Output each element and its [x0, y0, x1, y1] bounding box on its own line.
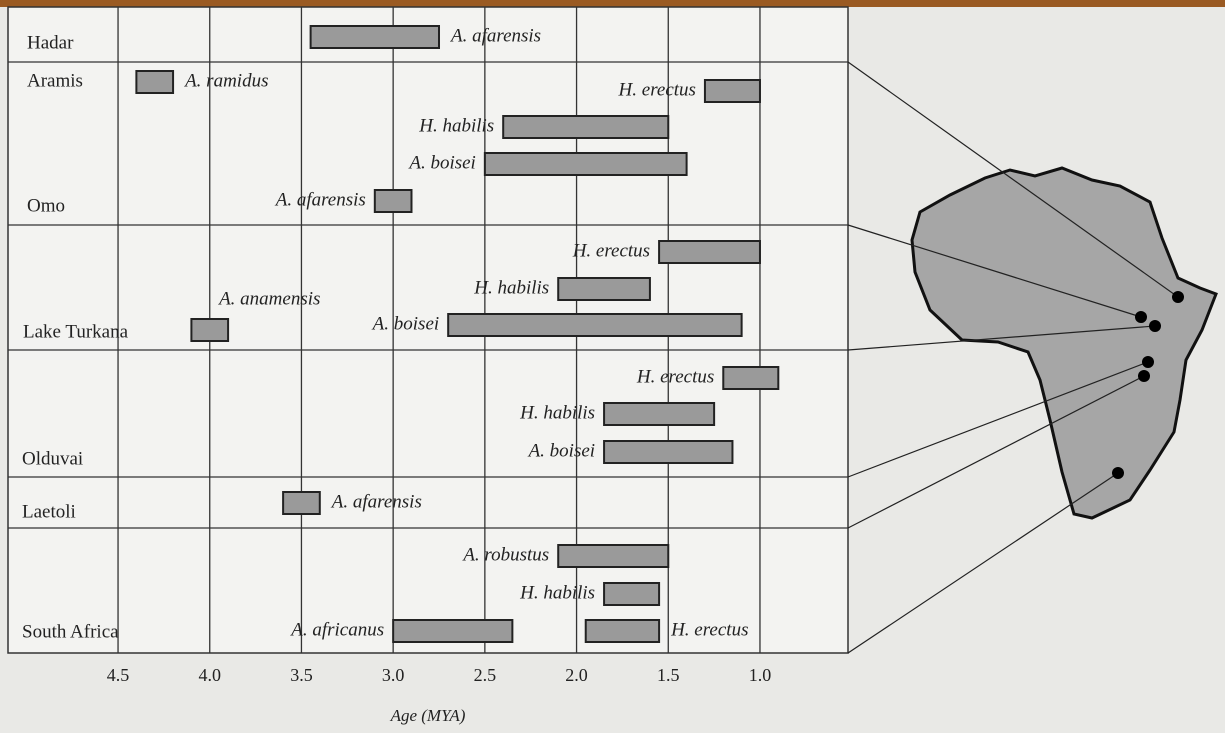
species-label: H. habilis — [519, 582, 595, 603]
site-separators — [8, 61, 848, 529]
range-bar — [483, 152, 688, 176]
x-tick-label: 4.5 — [107, 665, 130, 685]
species-label: H. habilis — [519, 402, 595, 423]
range-bar — [603, 440, 734, 464]
range-bar — [392, 619, 514, 643]
range-bar — [135, 70, 175, 94]
connector — [847, 325, 1156, 351]
species-label: H. habilis — [473, 277, 549, 298]
species-label: A. africanus — [289, 619, 384, 640]
species-label: A. boisei — [371, 313, 440, 334]
site-dot — [1172, 291, 1184, 303]
site-name: Aramis — [27, 70, 83, 91]
species-label: A. boisei — [407, 152, 476, 173]
species-label: A. robustus — [461, 544, 549, 565]
x-tick-label: 1.0 — [749, 665, 772, 685]
range-bar — [603, 402, 716, 426]
connector — [847, 361, 1149, 478]
range-bar — [282, 491, 321, 515]
site-name: Hadar — [27, 32, 74, 53]
range-bar — [557, 544, 670, 568]
range-bar — [190, 318, 230, 342]
range-bar — [373, 189, 413, 213]
species-label: A. anamensis — [217, 288, 320, 309]
connector — [847, 472, 1119, 654]
species-label: A. afarensis — [330, 491, 422, 512]
species-label: A. ramidus — [183, 70, 268, 91]
species-label: A. afarensis — [449, 25, 541, 46]
top-strip — [0, 0, 1225, 7]
species-label: H. habilis — [418, 115, 494, 136]
x-tick-label: 3.0 — [382, 665, 405, 685]
x-tick-label: 4.0 — [198, 665, 221, 685]
connector — [847, 61, 1179, 298]
species-label: A. boisei — [527, 440, 596, 461]
site-name: Olduvai — [22, 448, 83, 469]
species-label: H. erectus — [636, 366, 714, 387]
site-name: Laetoli — [22, 501, 76, 522]
site-name: Omo — [27, 195, 65, 216]
range-bar — [447, 313, 743, 337]
species-label: H. erectus — [670, 619, 748, 640]
site-name: Lake Turkana — [23, 321, 129, 342]
site-name: South Africa — [22, 621, 119, 642]
range-bar — [722, 366, 780, 390]
map-connectors — [847, 61, 1179, 654]
range-bar — [502, 115, 670, 139]
map-dots — [1112, 291, 1184, 479]
site-dot — [1149, 320, 1161, 332]
connector — [847, 375, 1145, 529]
x-tick-label: 2.5 — [474, 665, 497, 685]
x-tick-label: 3.5 — [290, 665, 313, 685]
range-bar — [658, 240, 761, 264]
site-dot — [1142, 356, 1154, 368]
range-bar — [584, 619, 661, 643]
range-bar — [703, 79, 761, 103]
species-label: H. erectus — [572, 240, 650, 261]
species-label: H. erectus — [618, 79, 696, 100]
connector — [847, 224, 1142, 318]
range-bar — [557, 277, 651, 301]
africa-map — [910, 166, 1218, 520]
site-dot — [1135, 311, 1147, 323]
range-bar — [309, 25, 441, 49]
x-tick-label: 1.5 — [657, 665, 680, 685]
site-dot — [1138, 370, 1150, 382]
x-axis-label: Age (MYA) — [390, 706, 466, 725]
range-bar — [603, 582, 661, 606]
x-tick-label: 2.0 — [565, 665, 588, 685]
species-label: A. afarensis — [274, 189, 366, 210]
site-dot — [1112, 467, 1124, 479]
